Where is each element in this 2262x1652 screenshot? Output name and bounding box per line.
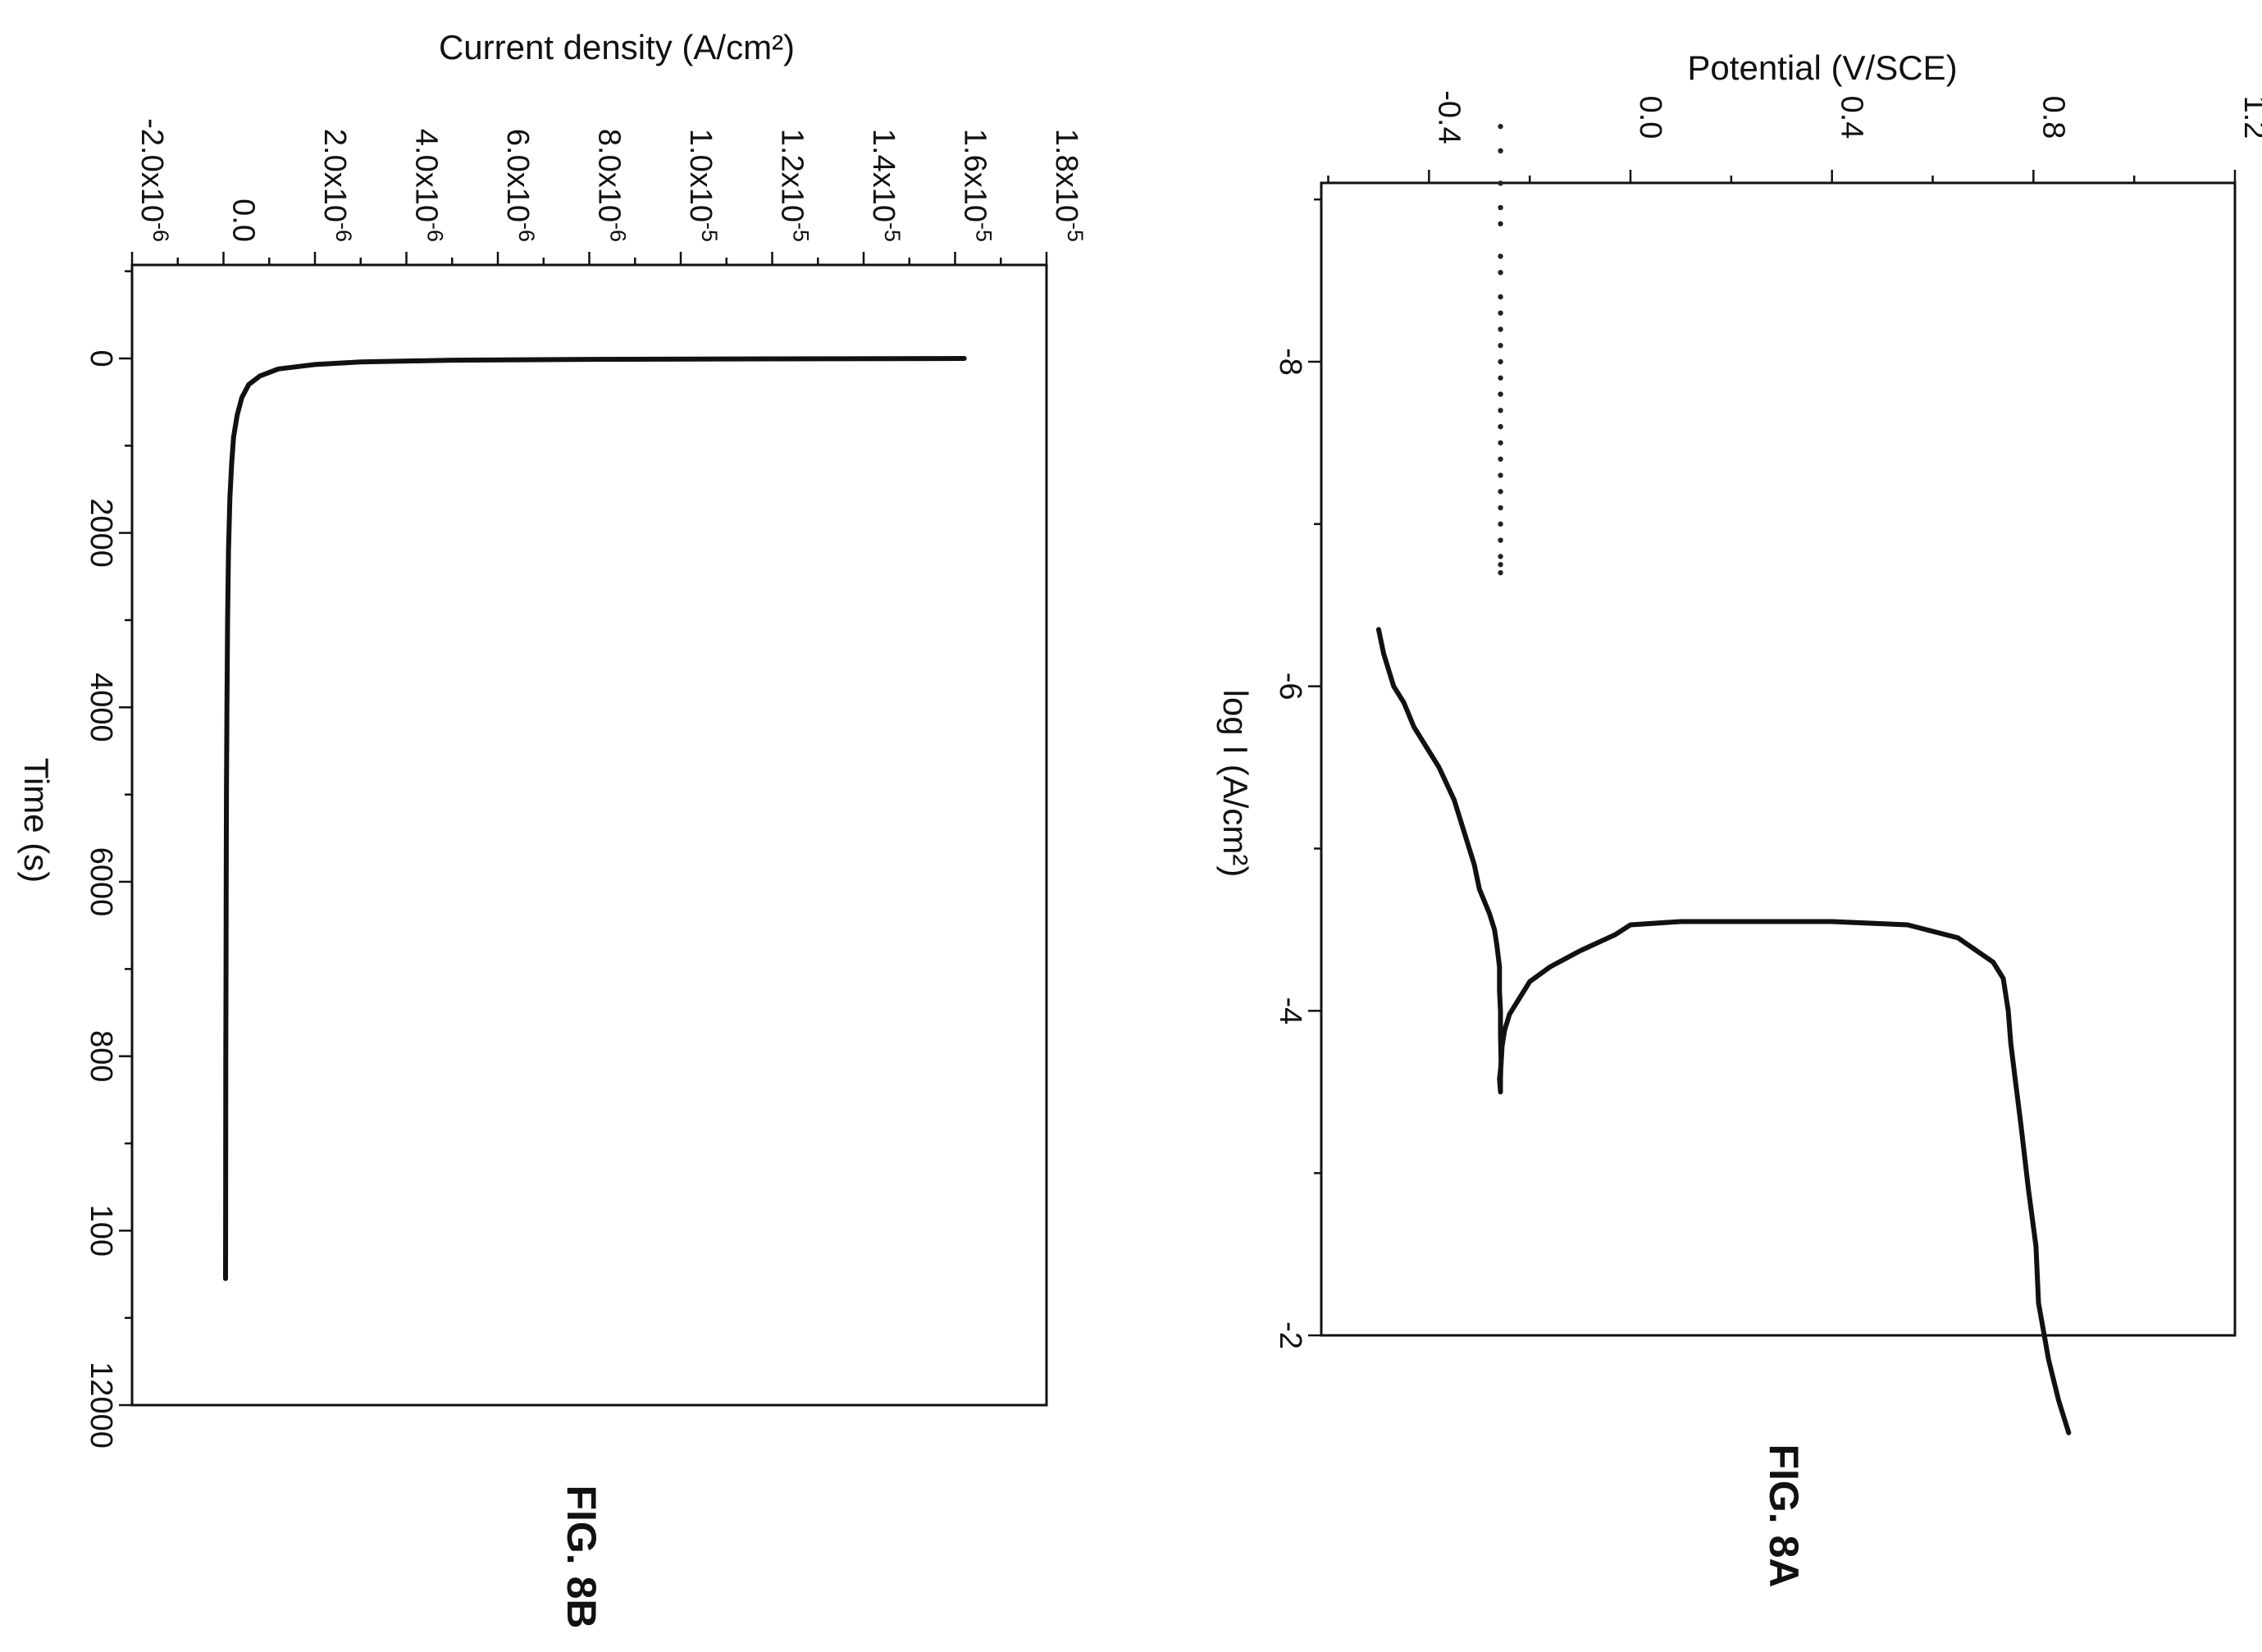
fig8a-data-point-6 <box>1498 269 1503 276</box>
fig8a-data-point-3 <box>1498 204 1503 211</box>
fig8b-ytick-label-exponent: -6 <box>606 222 631 242</box>
fig8b-ytick-label-8: 1.4x10-5 <box>866 129 905 242</box>
fig8b-ytick-label-exponent: -5 <box>880 222 905 242</box>
fig8b-current-transient-curve <box>223 356 967 1281</box>
fig8a-ytick-label-1: 0.0 <box>1633 96 1667 139</box>
fig8b-ytick-label-0: -2.0x10-6 <box>135 118 173 242</box>
fig8a-data-point-22 <box>1498 537 1503 543</box>
fig8a-plot-frame <box>1320 181 2237 1337</box>
fig8b-ytick-label-base: -2.0x10 <box>135 118 169 222</box>
fig8b-ytick-label-base: 1.2x10 <box>775 129 809 222</box>
fig8b-ytick-label-base: 0.0 <box>226 199 261 242</box>
fig8a-series <box>1375 123 2072 1435</box>
fig8a-xlabel: log I (A/cm²) <box>1216 690 1255 878</box>
fig8b-ytick-label-1: 0.0 <box>226 199 261 242</box>
fig8b-ytick-label-exponent: -5 <box>972 222 996 242</box>
fig8a-data-point-1 <box>1498 148 1503 154</box>
fig8b-ytick-label-exponent: -5 <box>789 222 814 242</box>
fig8a-ytick-label-3: 0.8 <box>2036 96 2070 139</box>
fig8b-ylabel-text: Current density (A/cm²) <box>439 28 795 66</box>
fig8b-ytick-label-base: 6.0x10 <box>500 129 535 222</box>
fig8b-ytick-label-exponent: -6 <box>331 222 356 242</box>
fig8a-ytick-label-0: -0.4 <box>1431 90 1466 144</box>
fig8b-ytick-label-exponent: -6 <box>514 222 539 242</box>
fig8b-ytick-label-base: 1.0x10 <box>683 129 718 222</box>
fig8b-xtick-label-1: 2000 <box>84 498 118 568</box>
fig8a-data-point-24 <box>1498 562 1503 568</box>
fig8a-data-point-19 <box>1498 489 1503 495</box>
fig8a-data-point-8 <box>1498 310 1503 316</box>
fig8b-xtick-label-2: 4000 <box>84 673 118 742</box>
fig8a-data-point-14 <box>1498 408 1503 413</box>
fig8b-ytick-label-4: 6.0x10-6 <box>500 129 539 242</box>
fig8b-ytick-label-base: 2.0x10 <box>317 129 352 222</box>
fig8b-plot-frame <box>130 263 1048 1407</box>
fig8a-ylabel: Potential (V/SCE) <box>1687 48 1957 87</box>
fig8b-ytick-label-base: 1.8x10 <box>1049 129 1083 222</box>
fig8b-ytick-label-7: 1.2x10-5 <box>775 129 814 242</box>
fig8b-ytick-label-base: 1.4x10 <box>866 129 901 222</box>
fig8a-polarization-curve <box>1375 627 2072 1435</box>
fig8b-figure-label: FIG. 8B <box>559 1485 604 1628</box>
fig8a-data-point-9 <box>1498 326 1503 332</box>
fig8a-data-point-16 <box>1498 440 1503 446</box>
fig8a-data-point-20 <box>1498 504 1503 511</box>
fig8b-xlabel: Time (s) <box>17 758 56 883</box>
fig8a-data-point-10 <box>1498 343 1503 349</box>
fig8a-data-point-4 <box>1498 221 1503 227</box>
fig8b-xtick-label-0: 0 <box>84 349 118 367</box>
fig8a-figure-label: FIG. 8A <box>1761 1444 1807 1587</box>
fig8a-data-point-23 <box>1498 554 1503 559</box>
fig8b-ytick-label-2: 2.0x10-6 <box>317 129 356 242</box>
fig8b-ytick-label-exponent: -6 <box>148 222 173 242</box>
fig8a-data-point-18 <box>1498 472 1503 478</box>
chart-fig8a: -8 -6 -4 -2 -0.4 0.0 0.4 0.8 1.2 Potential (V/SC… <box>1216 48 2262 1588</box>
fig8b-ticks <box>119 252 1048 1407</box>
fig8b-xtick-label-3: 6000 <box>84 847 118 917</box>
fig8a-data-point-25 <box>1498 569 1503 576</box>
fig8a-data-point-2 <box>1498 180 1503 186</box>
fig8b-ytick-label-exponent: -6 <box>423 222 448 242</box>
fig8a-ytick-label-4: 1.2 <box>2237 96 2262 139</box>
fig8b-ytick-label-9: 1.6x10-5 <box>958 129 996 242</box>
fig8b-ytick-label-base: 1.6x10 <box>958 129 992 222</box>
fig8a-data-point-21 <box>1498 521 1503 527</box>
fig8a-tick-labels: -8 -6 -4 -2 -0.4 0.0 0.4 0.8 1.2 <box>1273 90 2262 1349</box>
fig8a-data-point-15 <box>1498 423 1503 430</box>
fig8b-xtick-label-5: 100 <box>84 1205 118 1257</box>
fig8a-data-point-5 <box>1498 253 1503 259</box>
fig8a-data-point-12 <box>1498 375 1503 381</box>
fig8a-ticks <box>1308 170 2237 1337</box>
fig8a-xtick-label-1: -6 <box>1273 673 1307 701</box>
fig8a-xtick-label-3: -2 <box>1273 1321 1307 1349</box>
fig8b-series <box>223 356 967 1281</box>
fig8a-ytick-label-2: 0.4 <box>1835 96 1869 139</box>
fig8b-ytick-label-exponent: -5 <box>697 222 722 242</box>
fig8a-data-point-17 <box>1498 456 1503 462</box>
fig8a-data-point-11 <box>1498 358 1503 365</box>
fig8b-ytick-label-base: 4.0x10 <box>409 129 444 222</box>
fig8a-data-point-7 <box>1498 294 1503 300</box>
fig8b-ytick-label-base: 8.0x10 <box>592 129 627 222</box>
fig8b-ytick-label-5: 8.0x10-6 <box>592 129 631 242</box>
fig8b-xtick-label-6: 12000 <box>84 1362 118 1449</box>
fig8a-data-point-13 <box>1498 391 1503 397</box>
fig8a-xtick-label-0: -8 <box>1273 348 1307 376</box>
fig8b-ytick-label-10: 1.8x10-5 <box>1049 129 1088 242</box>
fig8b-ytick-label-6: 1.0x10-5 <box>683 129 722 242</box>
fig8b-ylabel: Current density (A/cm²) <box>439 28 795 66</box>
fig8b-ytick-label-exponent: -5 <box>1063 222 1088 242</box>
fig8b-ytick-label-3: 4.0x10-6 <box>409 129 448 242</box>
fig8a-data-point-0 <box>1498 123 1503 130</box>
fig8a-xtick-label-2: -4 <box>1273 997 1307 1025</box>
fig8b-xtick-label-4: 800 <box>84 1030 118 1082</box>
